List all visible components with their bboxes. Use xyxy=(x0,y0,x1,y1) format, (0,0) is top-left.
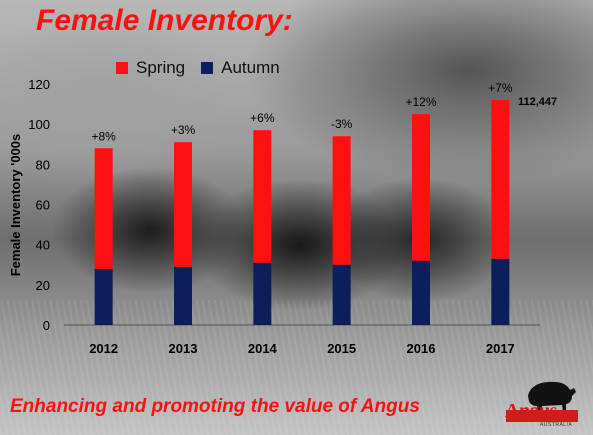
y-tick-label: 0 xyxy=(43,318,50,333)
bar-spring xyxy=(332,136,351,265)
y-tick-label: 40 xyxy=(36,238,50,253)
bull-icon xyxy=(506,381,578,422)
bar-autumn xyxy=(491,258,510,325)
y-tick-label: 20 xyxy=(36,278,50,293)
legend-label-autumn: Autumn xyxy=(221,58,280,77)
x-tick-label: 2012 xyxy=(89,341,118,356)
y-axis-label: Female Inventory '000s xyxy=(8,134,23,277)
bar-spring xyxy=(491,100,510,259)
legend-swatch-autumn xyxy=(201,62,214,74)
y-tick-label: 60 xyxy=(36,198,50,213)
x-tick-label: 2017 xyxy=(486,341,515,356)
x-tick-label: 2014 xyxy=(248,341,278,356)
bar-spring xyxy=(412,114,430,261)
bar-spring xyxy=(174,142,192,267)
page-title: Female Inventory: xyxy=(36,4,293,37)
chart-labels: +8% 2012 +3% 2013 +6% 2014 -3% 2015 +12% 2016 +7% 2… xyxy=(89,81,515,356)
bar-change-label: +6% xyxy=(250,111,275,125)
x-tick-label: 2016 xyxy=(407,341,436,356)
chart-legend: Spring Autumn xyxy=(116,58,296,78)
bar-autumn xyxy=(174,266,192,325)
y-tick-label: 100 xyxy=(28,117,50,132)
bar-spring xyxy=(94,148,113,269)
bar-autumn xyxy=(94,268,113,325)
footer-tagline: Enhancing and promoting the value of Ang… xyxy=(10,396,420,417)
bar-autumn xyxy=(332,264,351,325)
y-tick-label: 120 xyxy=(28,77,50,92)
x-tick-label: 2013 xyxy=(169,341,198,356)
x-tick-label: 2015 xyxy=(327,341,356,356)
legend-swatch-spring xyxy=(116,62,128,74)
chart-bars xyxy=(94,100,510,325)
bar-change-label: +12% xyxy=(405,95,436,109)
bar-change-label: +7% xyxy=(488,81,513,95)
bar-change-label: +3% xyxy=(171,123,196,137)
legend-item-spring: Spring xyxy=(116,58,185,78)
logo-wordmark: Angus xyxy=(505,400,557,422)
bar-change-label: +8% xyxy=(91,129,116,143)
y-tick-label: 80 xyxy=(36,157,50,172)
legend-item-autumn: Autumn xyxy=(201,58,280,78)
bar-change-label: -3% xyxy=(331,117,353,131)
total-annotation: 112,447 xyxy=(518,96,558,108)
bar-autumn xyxy=(412,260,430,325)
logo-subtext: AUSTRALIA xyxy=(540,422,573,428)
chart-axes: 0 20 40 60 80 100 120 xyxy=(28,77,540,333)
bar-autumn xyxy=(253,262,272,325)
bar-spring xyxy=(253,130,272,263)
legend-label-spring: Spring xyxy=(136,58,186,77)
